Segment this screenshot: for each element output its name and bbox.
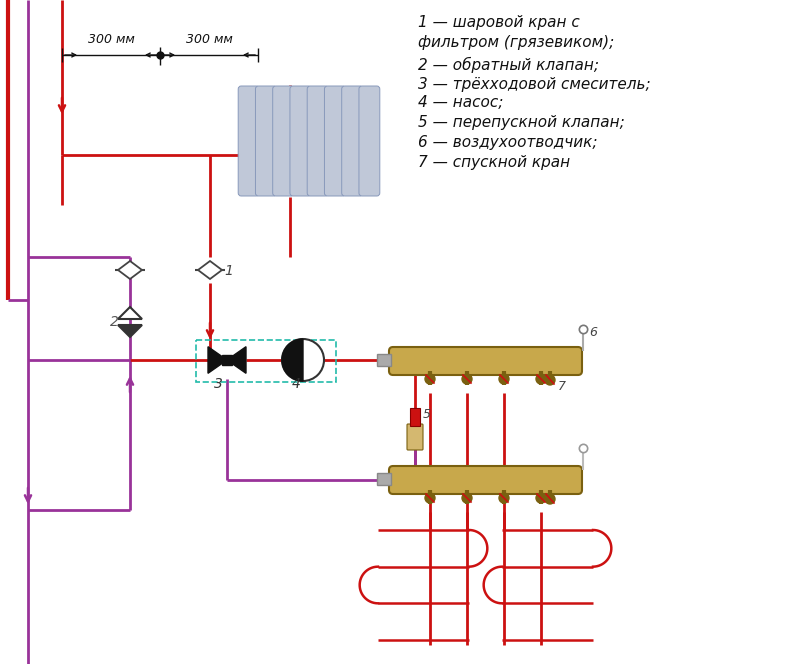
Text: 7: 7 <box>558 380 566 394</box>
Text: 1: 1 <box>224 264 233 278</box>
Bar <box>377 473 391 485</box>
Polygon shape <box>227 347 246 373</box>
Polygon shape <box>208 347 227 373</box>
Circle shape <box>425 493 435 503</box>
FancyBboxPatch shape <box>342 86 363 196</box>
Text: фильтром (грязевиком);: фильтром (грязевиком); <box>418 35 615 50</box>
Text: 6 — воздухоотводчик;: 6 — воздухоотводчик; <box>418 135 597 150</box>
Text: 3 — трёхходовой смеситель;: 3 — трёхходовой смеситель; <box>418 77 651 92</box>
Text: 4 — насос;: 4 — насос; <box>418 95 503 110</box>
Bar <box>196 340 336 382</box>
FancyBboxPatch shape <box>238 86 259 196</box>
Text: 2 — обратный клапан;: 2 — обратный клапан; <box>418 57 599 73</box>
Text: 300 мм: 300 мм <box>185 33 233 46</box>
Bar <box>410 408 420 426</box>
Circle shape <box>462 374 472 384</box>
FancyBboxPatch shape <box>389 347 582 375</box>
Bar <box>222 355 232 365</box>
Polygon shape <box>118 261 142 279</box>
FancyBboxPatch shape <box>407 424 423 450</box>
FancyBboxPatch shape <box>324 86 346 196</box>
Circle shape <box>462 493 472 503</box>
Text: 5 — перепускной клапан;: 5 — перепускной клапан; <box>418 115 625 130</box>
FancyBboxPatch shape <box>273 86 294 196</box>
Circle shape <box>425 374 435 384</box>
FancyBboxPatch shape <box>359 86 380 196</box>
Circle shape <box>536 493 546 503</box>
FancyBboxPatch shape <box>290 86 311 196</box>
Text: 3: 3 <box>214 377 222 391</box>
Polygon shape <box>118 325 142 337</box>
FancyBboxPatch shape <box>307 86 328 196</box>
Circle shape <box>499 493 509 503</box>
Text: 300 мм: 300 мм <box>88 33 134 46</box>
Circle shape <box>499 374 509 384</box>
Circle shape <box>545 375 555 385</box>
Text: 4: 4 <box>292 377 301 391</box>
Bar <box>377 354 391 366</box>
Text: 6: 6 <box>589 327 597 339</box>
Text: 7 — спускной кран: 7 — спускной кран <box>418 155 570 170</box>
Circle shape <box>536 374 546 384</box>
Polygon shape <box>118 307 142 319</box>
Text: 1 — шаровой кран с: 1 — шаровой кран с <box>418 15 580 30</box>
Circle shape <box>282 339 324 381</box>
Text: 2: 2 <box>110 315 119 329</box>
Circle shape <box>545 494 555 504</box>
FancyBboxPatch shape <box>256 86 276 196</box>
Polygon shape <box>282 339 303 381</box>
FancyBboxPatch shape <box>389 466 582 494</box>
Polygon shape <box>198 261 222 279</box>
Text: 5: 5 <box>423 408 431 422</box>
